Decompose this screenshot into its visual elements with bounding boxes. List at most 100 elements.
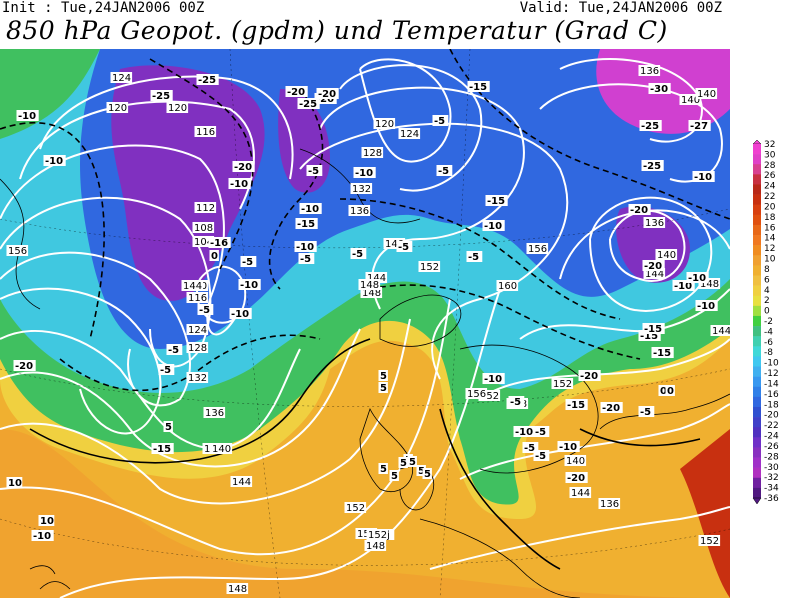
- svg-text:-10: -10: [674, 281, 692, 292]
- legend-swatch: [753, 346, 761, 357]
- svg-text:-30: -30: [650, 84, 668, 95]
- legend-tick-label: -14: [764, 379, 779, 389]
- svg-text:-5: -5: [300, 254, 311, 265]
- legend-swatch: [753, 386, 761, 398]
- graticule: [0, 49, 730, 598]
- geopotential-label: 132: [350, 183, 373, 195]
- legend-tick-label: -12: [764, 369, 779, 379]
- svg-text:-5: -5: [438, 166, 449, 177]
- legend-swatch: [753, 467, 761, 479]
- temperature-legend: 32302826242220181614121086420-2-4-6-8-10…: [752, 140, 779, 505]
- svg-text:-5: -5: [308, 166, 319, 177]
- legend-tick-label: 6: [764, 275, 770, 285]
- legend-tick-label: -30: [764, 463, 779, 473]
- svg-text:-10: -10: [559, 442, 577, 453]
- geopotential-label: 144: [569, 487, 592, 499]
- temperature-label: -20: [600, 402, 623, 414]
- svg-text:-10: -10: [697, 301, 715, 312]
- svg-text:152: 152: [480, 391, 499, 402]
- temperature-label: -5: [508, 396, 525, 408]
- legend-tick-label: 10: [764, 255, 776, 265]
- legend-tick-label: 8: [764, 265, 770, 275]
- temperature-label: -10: [238, 279, 261, 291]
- legend-tick-label: -28: [764, 452, 779, 462]
- svg-text:0: 0: [660, 386, 667, 397]
- svg-text:148: 148: [228, 584, 247, 595]
- legend-tick-label: -24: [764, 432, 779, 442]
- legend-swatch: [753, 214, 761, 226]
- legend-tick-label: -8: [764, 348, 773, 358]
- svg-text:5: 5: [391, 471, 398, 482]
- svg-text:-10: -10: [301, 204, 319, 215]
- temperature-label: 5: [398, 457, 408, 469]
- legend-swatch: [753, 447, 761, 458]
- svg-text:-5: -5: [199, 305, 210, 316]
- geopotential-label: 148: [226, 583, 249, 595]
- legend-tick-label: 14: [764, 234, 776, 244]
- geopotential-label: 124: [398, 128, 421, 140]
- temp-field-purple-west: [111, 65, 265, 301]
- temperature-label: -5: [298, 253, 315, 265]
- legend-swatch: [753, 184, 761, 195]
- legend-tick-label: 30: [764, 150, 776, 160]
- temperature-label: -16: [208, 237, 231, 249]
- legend-swatch: [753, 336, 761, 347]
- coastlines: [0, 148, 730, 598]
- svg-text:5: 5: [409, 457, 416, 468]
- svg-text:-5: -5: [510, 397, 521, 408]
- legend-swatch: [753, 144, 761, 155]
- svg-text:-16: -16: [210, 238, 228, 249]
- svg-text:136: 136: [205, 408, 224, 419]
- legend-tick-label: 0: [764, 307, 770, 317]
- legend-swatch: [753, 406, 761, 418]
- temperature-label: 5: [378, 382, 388, 394]
- geopotential-label: 136: [643, 217, 666, 229]
- svg-text:-20: -20: [644, 261, 662, 272]
- legend-tick-label: -4: [764, 327, 773, 337]
- temperature-label: -25: [297, 98, 320, 110]
- legend-swatch: [753, 164, 761, 175]
- legend-tick-label: 26: [764, 171, 776, 181]
- svg-text:5: 5: [380, 371, 387, 382]
- svg-text:-20: -20: [580, 371, 598, 382]
- legend-swatch: [753, 295, 761, 307]
- temperature-label: 0: [658, 385, 668, 397]
- svg-text:-10: -10: [33, 531, 51, 542]
- temperature-label: 5: [416, 465, 426, 477]
- legend-swatch: [753, 194, 761, 205]
- temperature-label: -20: [628, 204, 651, 216]
- geopotential-label: 148: [360, 287, 383, 299]
- geopotential-label: 152: [551, 378, 574, 390]
- svg-text:-5: -5: [434, 116, 445, 127]
- temperature-label: -20: [642, 260, 665, 272]
- svg-text:-20: -20: [602, 403, 620, 414]
- temperature-label: -25: [639, 120, 662, 132]
- svg-text:-5: -5: [160, 365, 171, 376]
- svg-text:104: 104: [194, 237, 213, 248]
- geopotential-label: 152: [698, 535, 721, 547]
- legend-swatch: [753, 356, 761, 367]
- svg-text:136: 136: [350, 206, 369, 217]
- svg-text:124: 124: [400, 129, 419, 140]
- temperature-label: -5: [533, 426, 550, 438]
- geopotential-label: 140: [655, 249, 678, 261]
- legend-swatch: [753, 437, 761, 448]
- svg-text:-15: -15: [469, 82, 487, 93]
- svg-text:156: 156: [8, 246, 27, 257]
- temperature-label: -10: [229, 308, 252, 320]
- svg-text:152: 152: [553, 379, 572, 390]
- temperature-label: 0: [209, 250, 219, 262]
- svg-text:5: 5: [380, 464, 387, 475]
- svg-text:144: 144: [712, 326, 730, 337]
- legend-tick-label: 24: [764, 182, 776, 192]
- temperature-label: -20: [285, 86, 308, 98]
- svg-text:-15: -15: [567, 400, 585, 411]
- svg-text:116: 116: [196, 127, 215, 138]
- geopotential-label: 140: [564, 455, 587, 467]
- legend-tick-label: 2: [764, 296, 770, 306]
- svg-text:-5: -5: [535, 427, 546, 438]
- svg-text:-25: -25: [299, 99, 317, 110]
- legend-tick-label: -20: [764, 411, 779, 421]
- temperature-label: -10: [482, 220, 505, 232]
- svg-text:-5: -5: [524, 443, 535, 454]
